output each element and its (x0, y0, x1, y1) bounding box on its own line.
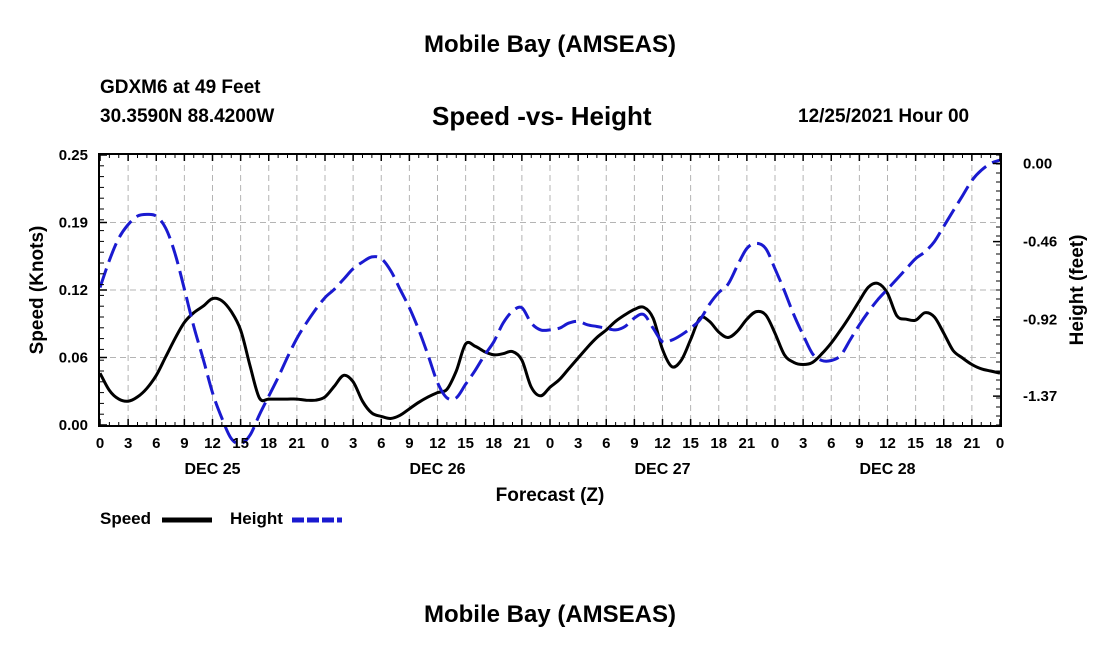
legend: Speed Height (100, 509, 360, 529)
x-tick-label: 0 (321, 435, 329, 452)
legend-height-label: Height (230, 509, 283, 528)
series-group (98, 158, 1001, 446)
x-tick-label: 21 (739, 435, 756, 452)
coordinates-label: 30.3590N 88.4200W (100, 106, 275, 127)
x-tick-label: 0 (996, 435, 1004, 452)
x-tick-label: 0 (96, 435, 104, 452)
station-label: GDXM6 at 49 Feet (100, 77, 261, 98)
x-tick-label: 6 (602, 435, 610, 452)
x-tick-label: 15 (682, 435, 699, 452)
x-tick-label: 12 (654, 435, 671, 452)
x-tick-label: 18 (710, 435, 727, 452)
x-tick-label: 12 (204, 435, 221, 452)
x-tick-label: 3 (574, 435, 582, 452)
legend-height-swatch (292, 517, 342, 523)
plot-frame (98, 153, 1002, 427)
speed-series-line (98, 281, 1001, 421)
x-tick-label: 12 (429, 435, 446, 452)
x-tick-label: 9 (855, 435, 863, 452)
legend-speed-label: Speed (100, 509, 152, 528)
x-tick-label: 12 (879, 435, 896, 452)
y-right-tick-label: -1.37 (1023, 388, 1057, 405)
x-tick-label: 9 (405, 435, 413, 452)
x-tick-label: 9 (630, 435, 638, 452)
x-tick-label: 21 (514, 435, 531, 452)
x-tick-label: 21 (289, 435, 306, 452)
y-right-tick-label: -0.92 (1023, 312, 1057, 329)
x-tick-label: 6 (152, 435, 160, 452)
day-label: DEC 27 (634, 461, 690, 478)
x-tick-label: 0 (771, 435, 779, 452)
y-left-tick-label: 0.12 (59, 282, 88, 299)
x-tick-label: 3 (799, 435, 807, 452)
y-left-tick-label: 0.00 (59, 417, 88, 434)
axes: 0 3 6 9 12 15 18 21 0 3 6 9 12 15 18 21 0 3 6 9 12 15 18 21 0 3 6 9… (59, 147, 1057, 478)
day-label: DEC 26 (409, 461, 465, 478)
y-left-tick-label: 0.25 (59, 147, 88, 164)
y-axis-left-label: Speed (Knots) (27, 226, 48, 355)
x-tick-label: 15 (907, 435, 924, 452)
x-tick-label: 6 (827, 435, 835, 452)
x-tick-label: 3 (349, 435, 357, 452)
day-label: DEC 25 (184, 461, 240, 478)
y-left-tick-label: 0.06 (59, 350, 88, 367)
footer-title: Mobile Bay (AMSEAS) (423, 601, 677, 628)
y-right-tick-label: -0.46 (1023, 234, 1057, 251)
x-tick-label: 0 (546, 435, 554, 452)
x-tick-label: 6 (377, 435, 385, 452)
x-tick-label: 15 (232, 435, 249, 452)
x-tick-label: 18 (485, 435, 502, 452)
x-tick-label: 3 (124, 435, 132, 452)
x-axis-label: Forecast (Z) (496, 485, 605, 506)
x-tick-label: 9 (180, 435, 188, 452)
x-tick-label: 18 (260, 435, 277, 452)
chart-title: Mobile Bay (AMSEAS) (423, 31, 677, 58)
forecast-datetime: 12/25/2021 Hour 00 (798, 106, 970, 127)
legend-speed-swatch (162, 517, 212, 523)
y-axis-right-label: Height (feet) (1067, 235, 1088, 346)
y-left-tick-label: 0.19 (59, 215, 88, 232)
x-tick-label: 21 (964, 435, 981, 452)
day-label: DEC 28 (859, 461, 915, 478)
x-tick-label: 18 (935, 435, 952, 452)
height-series-line (98, 158, 1001, 446)
chart-subtitle: Speed -vs- Height (432, 101, 652, 131)
y-right-tick-label: 0.00 (1023, 155, 1052, 172)
x-tick-label: 15 (457, 435, 474, 452)
